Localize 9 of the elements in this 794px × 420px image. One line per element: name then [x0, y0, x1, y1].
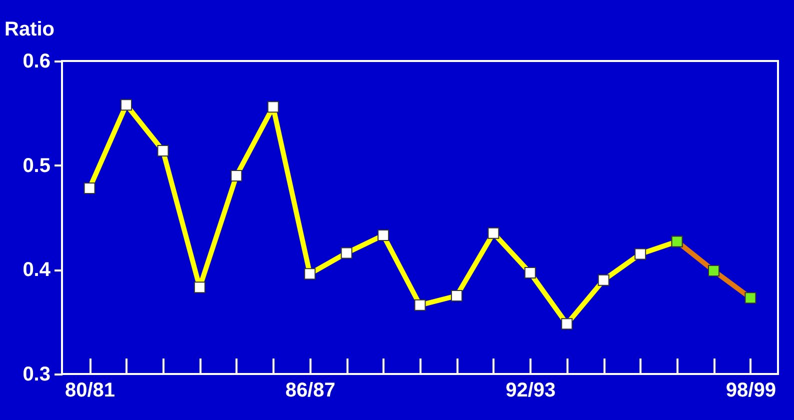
y-tick-label: 0.4 — [22, 259, 52, 282]
y-axis-title: Ratio — [4, 18, 54, 40]
x-tick-label: 98/99 — [726, 380, 776, 402]
x-tick-label: 86/87 — [285, 380, 336, 402]
x-tick-label: 92/93 — [506, 380, 556, 402]
x-tick-label: 80/81 — [65, 380, 116, 402]
y-tick-label: 0.6 — [22, 50, 50, 72]
y-tick-label: 0.3 — [22, 364, 50, 386]
y-tick-label: 0.5 — [22, 154, 50, 177]
